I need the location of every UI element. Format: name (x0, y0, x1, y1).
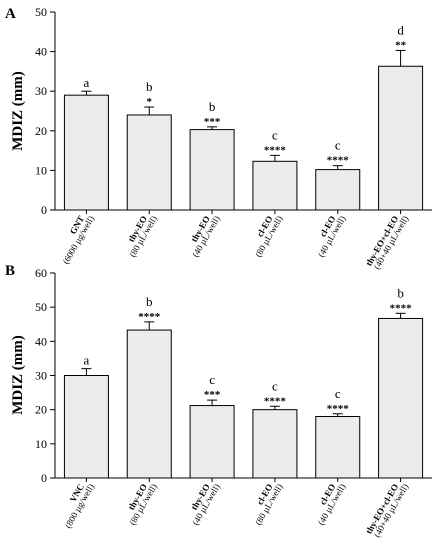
y-tick-label: 20 (35, 403, 47, 417)
y-axis-title: MDIZ (mm) (10, 335, 26, 415)
group-letter: d (397, 22, 404, 37)
significance-stars: **** (327, 155, 350, 167)
significance-stars: **** (264, 395, 287, 407)
significance-stars: *** (204, 389, 221, 401)
bar (378, 317, 424, 479)
bar (189, 129, 235, 211)
y-tick-label: 40 (35, 334, 47, 348)
significance-stars: **** (327, 403, 350, 415)
group-letter: b (146, 79, 153, 94)
bar (315, 416, 361, 479)
bar (252, 409, 298, 479)
group-letter: c (272, 378, 278, 393)
y-axis-title: MDIZ (mm) (10, 71, 26, 151)
group-letter: c (335, 386, 341, 401)
y-tick-label: 50 (35, 300, 47, 314)
significance-stars: ** (395, 39, 407, 51)
group-letter: a (84, 353, 90, 368)
bar (252, 160, 298, 211)
panel-label-B: B (5, 263, 15, 279)
panel-label-A: A (5, 6, 16, 22)
bar (126, 329, 172, 479)
bar (315, 169, 361, 211)
bar (378, 65, 424, 211)
y-tick-label: 10 (35, 163, 47, 177)
significance-stars: **** (138, 311, 161, 323)
y-tick-label: 0 (41, 471, 47, 485)
significance-stars: **** (264, 144, 287, 156)
group-letter: c (272, 127, 278, 142)
y-tick-label: 10 (35, 437, 47, 451)
y-tick-label: 30 (35, 84, 47, 98)
y-tick-label: 50 (35, 5, 47, 19)
group-letter: c (335, 138, 341, 153)
y-tick-label: 60 (35, 266, 47, 280)
bar (63, 375, 109, 479)
significance-stars: *** (204, 116, 221, 128)
bar (189, 405, 235, 479)
group-letter: b (146, 294, 153, 309)
bar (63, 94, 109, 211)
bar (126, 114, 172, 211)
y-tick-label: 40 (35, 45, 47, 59)
group-letter: a (84, 75, 90, 90)
y-tick-label: 0 (41, 203, 47, 217)
significance-stars: * (147, 96, 153, 108)
group-letter: b (209, 99, 216, 114)
y-tick-label: 20 (35, 124, 47, 138)
group-letter: b (397, 285, 404, 300)
group-letter: c (209, 372, 215, 387)
y-tick-label: 30 (35, 369, 47, 383)
significance-stars: **** (390, 302, 413, 314)
